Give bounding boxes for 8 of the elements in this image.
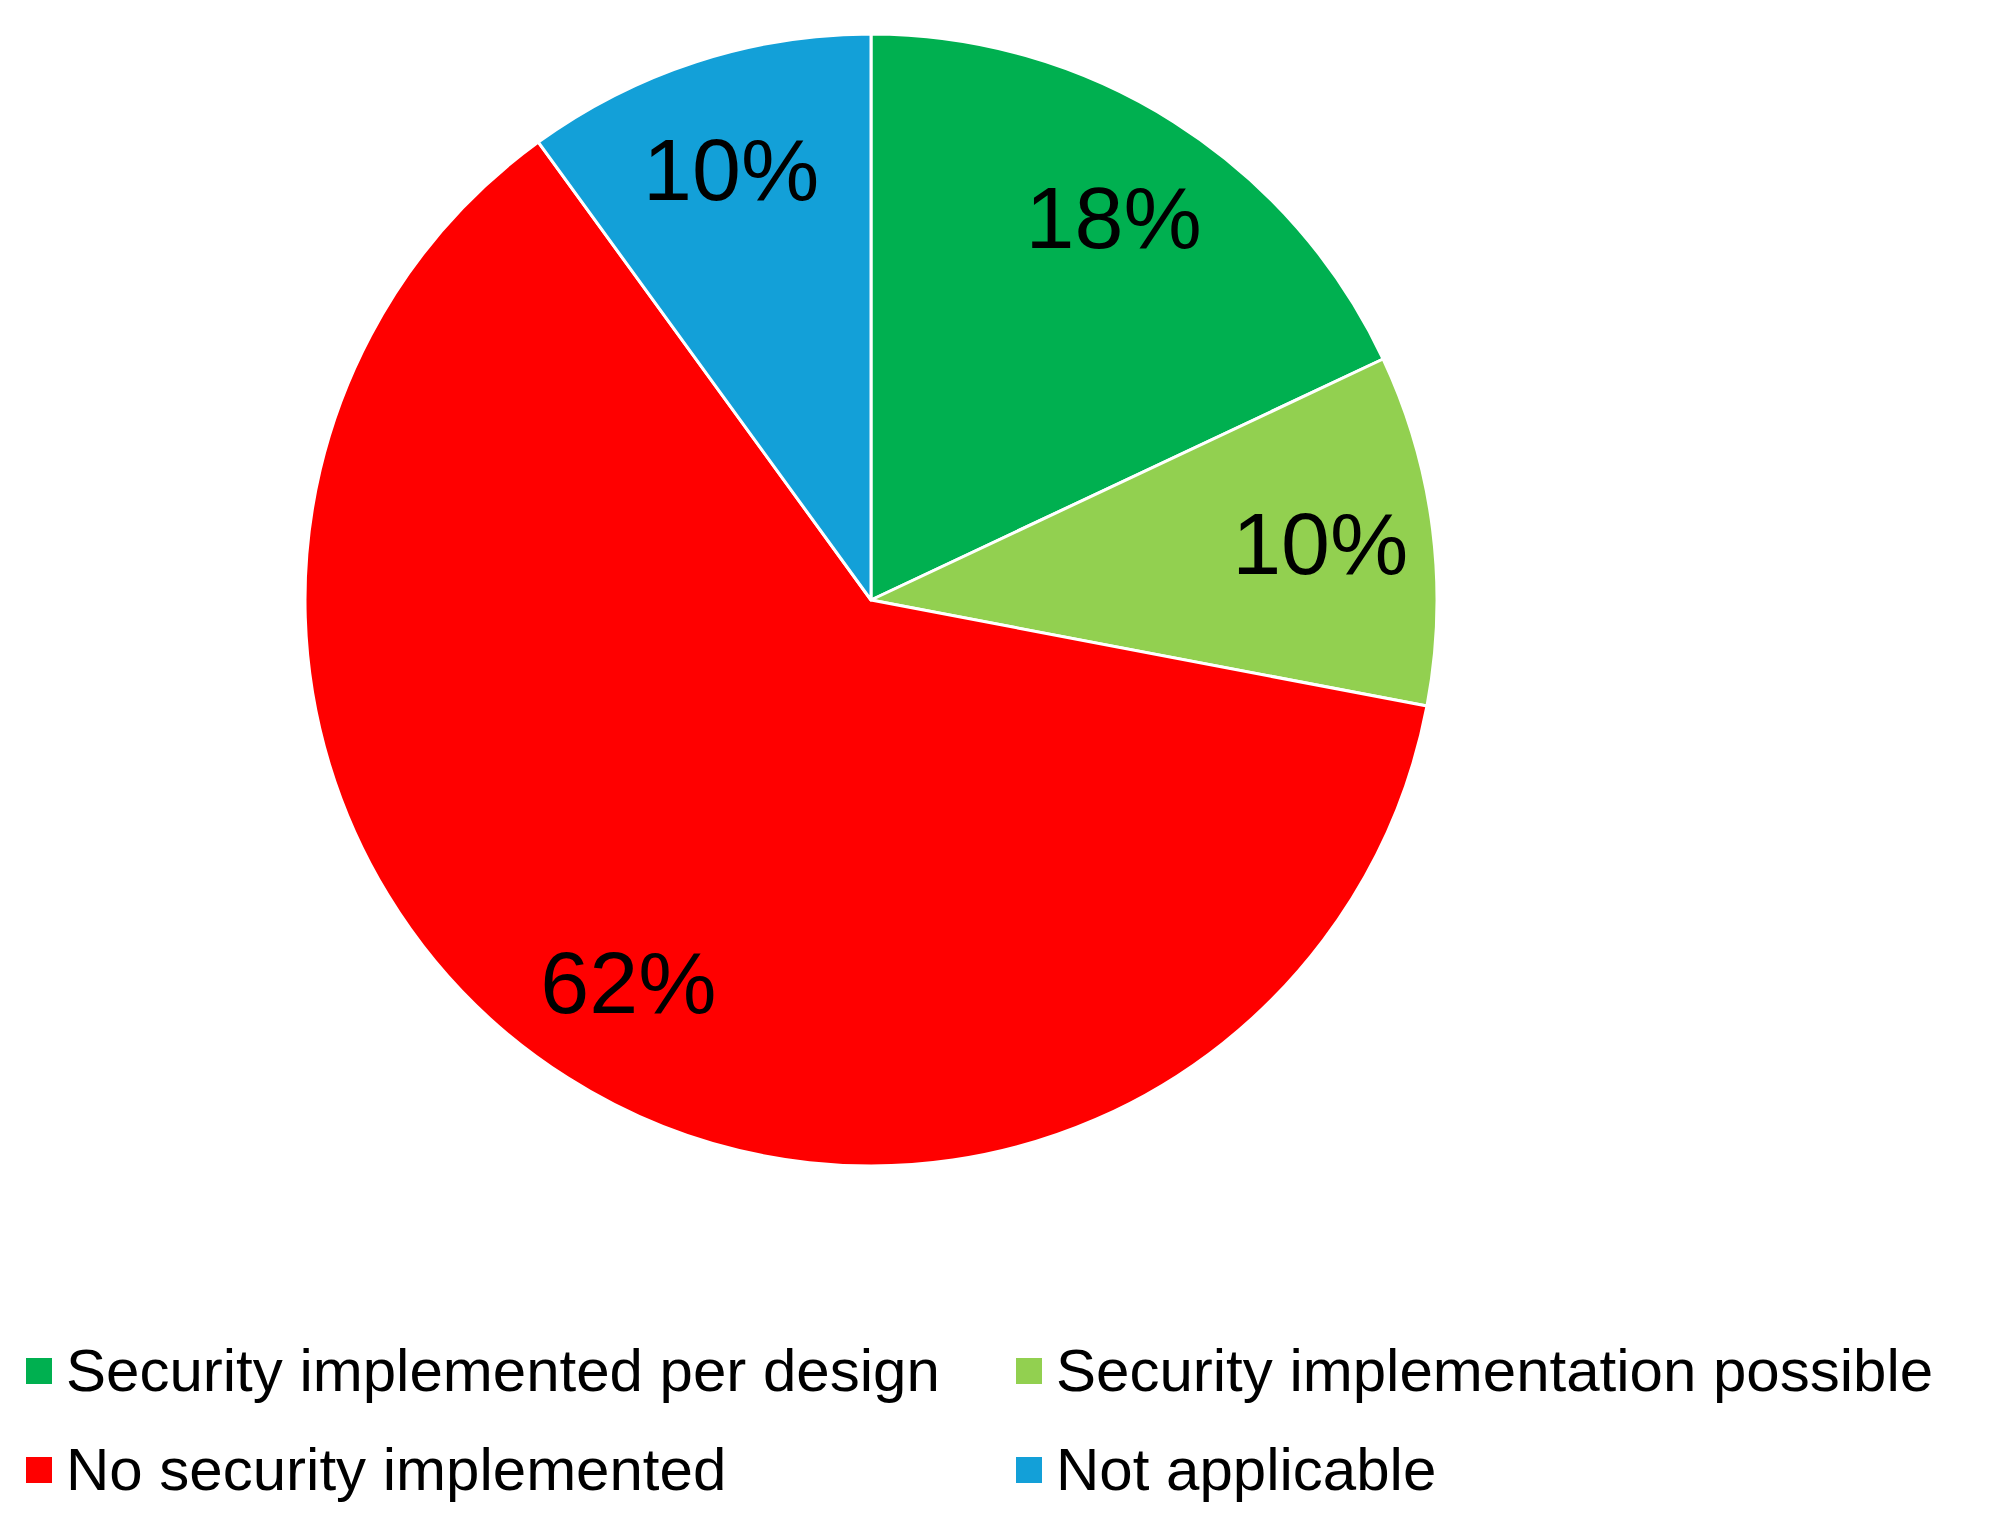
data-label: 18% [1025, 168, 1202, 268]
legend-label: Not applicable [1056, 1435, 1437, 1504]
data-label: 10% [1232, 493, 1409, 593]
legend-label: Security implemented per design [66, 1336, 940, 1405]
legend-label: No security implemented [66, 1435, 727, 1504]
data-label: 62% [540, 932, 717, 1032]
data-label: 10% [643, 119, 820, 219]
legend-label: Security implementation possible [1056, 1336, 1934, 1405]
